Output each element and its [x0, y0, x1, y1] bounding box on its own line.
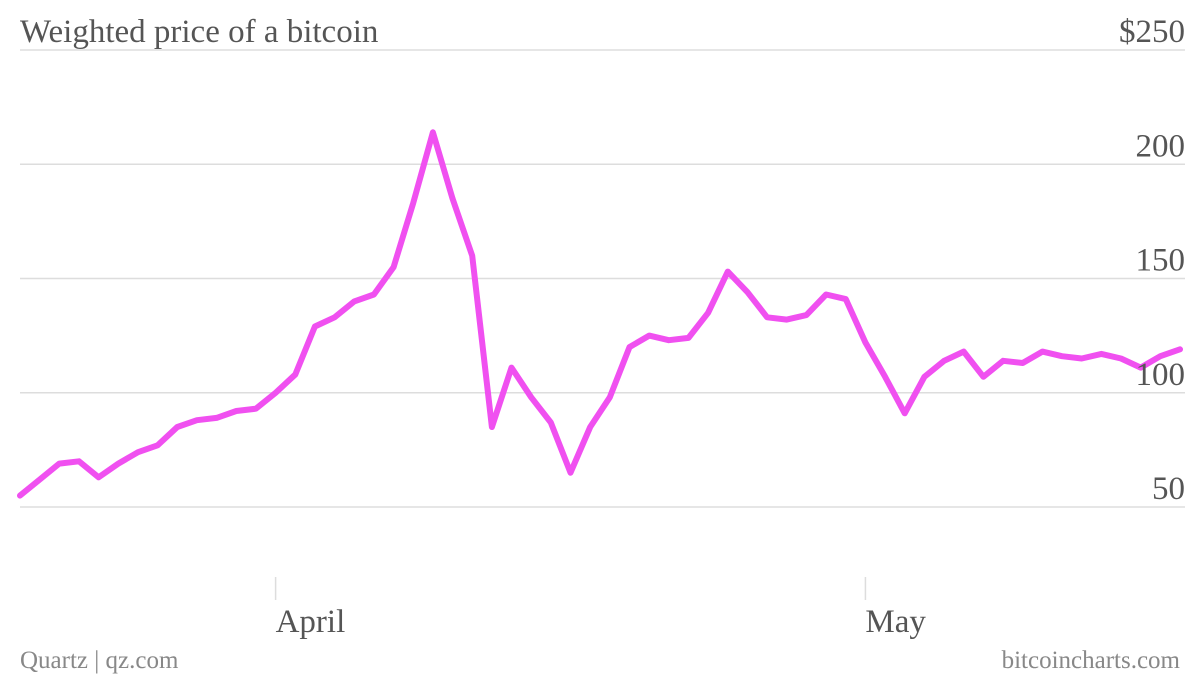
y-tick-label-100: 100 [1136, 357, 1186, 393]
x-tick-label-april: April [276, 604, 346, 640]
source-credit-left: Quartz | qz.com [20, 647, 179, 674]
y-tick-label-250: $250 [1119, 14, 1185, 50]
y-tick-label-200: 200 [1136, 128, 1186, 164]
y-tick-label-150: 150 [1136, 243, 1186, 279]
source-credit-right: bitcoincharts.com [1002, 647, 1181, 674]
x-tick-label-may: May [865, 604, 926, 640]
series-line [17, 129, 1183, 499]
series-line-group [17, 129, 1183, 499]
chart-title: Weighted price of a bitcoin [20, 14, 378, 50]
gridlines [20, 49, 1185, 508]
y-axis-labels: 50 100 150 200 $250 [1119, 14, 1185, 507]
x-axis-ticks: April May [274, 577, 926, 640]
y-tick-label-50: 50 [1152, 471, 1185, 507]
